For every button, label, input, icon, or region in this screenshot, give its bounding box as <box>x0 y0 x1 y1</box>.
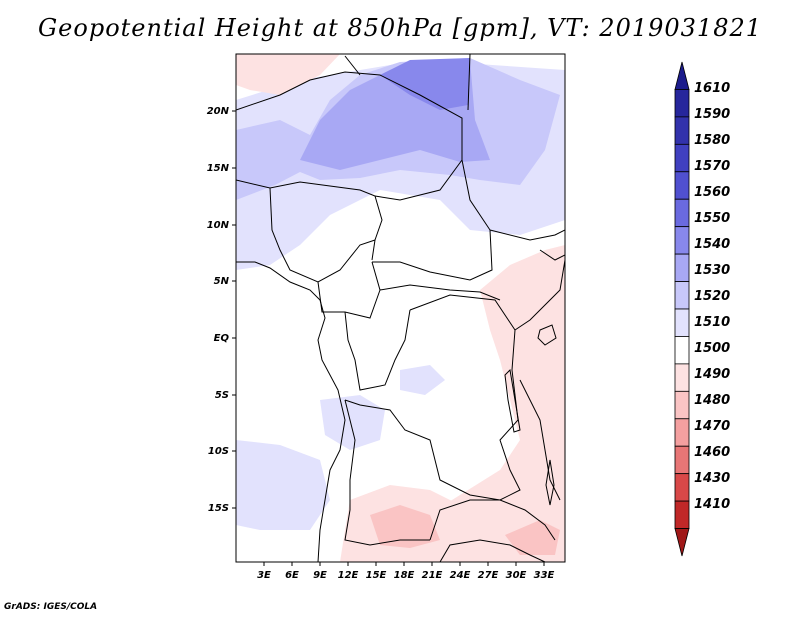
colorbar-label: 1570 <box>694 159 730 174</box>
colorbar-swatch <box>674 281 690 310</box>
colorbar-label: 1530 <box>694 263 730 278</box>
colorbar-swatch <box>674 171 690 200</box>
colorbar-label: 1470 <box>694 419 730 434</box>
shade-1490-se <box>505 520 560 555</box>
lat-label: 10S <box>208 446 229 457</box>
border-drc <box>344 294 521 501</box>
lake-tanganyika <box>504 368 521 433</box>
shade-1500-nw <box>236 54 340 95</box>
lon-label: 12E <box>338 570 359 581</box>
colorbar-label: 1430 <box>694 471 730 486</box>
colorbar-label: 1410 <box>694 497 730 512</box>
colorbar-swatch <box>674 336 690 365</box>
colorbar-label: 1500 <box>694 341 730 356</box>
colorbar <box>674 61 690 557</box>
border-congo <box>344 309 411 391</box>
lon-label: 21E <box>422 570 443 581</box>
colorbar-swatch <box>674 143 690 173</box>
longitude-axis: 3E 6E 9E 12E 15E 18E 21E 24E 27E 30E 33E <box>257 562 555 581</box>
border-north-1 <box>236 71 463 201</box>
colorbar-label: 1580 <box>694 133 730 148</box>
map-title: Geopotential Height at 850hPa [gpm], VT:… <box>38 14 762 42</box>
lake-malawi <box>545 459 555 506</box>
shade-1550-core <box>380 58 470 110</box>
shade-1500-east <box>420 245 565 562</box>
border-north-3 <box>467 54 471 111</box>
footer-credit: GrADS: IGES/COLA <box>4 602 98 612</box>
colorbar-label: 1520 <box>694 289 730 304</box>
border-east <box>514 259 565 331</box>
colorbar-labels: 1610 1590 1580 1570 1560 1550 1540 1530 … <box>694 81 730 512</box>
border-lakes <box>519 379 561 501</box>
shade-1490-south <box>370 505 440 548</box>
border-sudan <box>489 229 565 241</box>
shade-1520-central <box>320 395 385 450</box>
colorbar-label: 1610 <box>694 81 730 96</box>
colorbar-label: 1590 <box>694 107 730 122</box>
colorbar-swatch <box>674 500 690 529</box>
colorbar-label: 1550 <box>694 211 730 226</box>
lat-label: EQ <box>214 333 230 344</box>
colorbar-swatch <box>674 198 690 228</box>
lon-label: 30E <box>506 570 527 581</box>
colorbar-swatch <box>674 308 690 337</box>
shade-1520-east-patch <box>400 365 445 395</box>
border-chad <box>372 159 493 281</box>
latitude-axis: 20N 15N 10N 5N EQ 5S 10S 15S <box>207 106 236 514</box>
lat-label: 20N <box>207 106 230 117</box>
colorbar-swatch <box>674 61 690 90</box>
colorbar-label: 1460 <box>694 445 730 460</box>
colorbar-swatch <box>674 528 690 557</box>
border-south <box>439 539 546 562</box>
border-kenya <box>539 249 565 261</box>
colorbar-label: 1490 <box>694 367 730 382</box>
lakes <box>504 324 557 506</box>
map-frame <box>235 53 566 563</box>
colorbar-swatch <box>674 418 690 447</box>
colorbar-swatch <box>674 363 690 392</box>
lat-label: 10N <box>207 220 230 231</box>
border-angola <box>344 399 430 546</box>
lon-label: 6E <box>285 570 299 581</box>
lon-label: 27E <box>478 570 499 581</box>
colorbar-swatch <box>674 116 690 145</box>
border-zambia <box>429 499 556 541</box>
colorbar-label: 1480 <box>694 393 730 408</box>
colorbar-swatch <box>674 253 690 282</box>
colorbar-label: 1510 <box>694 315 730 330</box>
border-north-2 <box>344 55 361 76</box>
lat-label: 15S <box>208 503 229 514</box>
lon-label: 15E <box>366 570 387 581</box>
border-car <box>371 261 501 301</box>
colorbar-swatch <box>674 445 690 475</box>
coastline-west <box>236 261 346 562</box>
lat-label: 5N <box>214 276 230 287</box>
lon-label: 33E <box>534 570 555 581</box>
shade-1520-sw <box>236 440 330 530</box>
border-nigeria <box>269 187 376 283</box>
lake-victoria <box>537 324 557 346</box>
colorbar-label: 1560 <box>694 185 730 200</box>
lon-label: 9E <box>313 570 327 581</box>
colorbar-swatch <box>674 89 690 118</box>
shaded-field <box>236 54 565 562</box>
colorbar-swatch <box>674 473 690 502</box>
border-sahel <box>236 179 383 261</box>
lat-label: 15N <box>207 163 230 174</box>
lon-label: 18E <box>394 570 415 581</box>
colorbar-swatch <box>674 390 690 420</box>
colorbar-label: 1540 <box>694 237 730 252</box>
lon-label: 3E <box>257 570 271 581</box>
lat-label: 5S <box>215 390 229 401</box>
colorbar-swatch <box>674 226 690 255</box>
lon-label: 24E <box>450 570 471 581</box>
country-borders <box>236 54 565 562</box>
